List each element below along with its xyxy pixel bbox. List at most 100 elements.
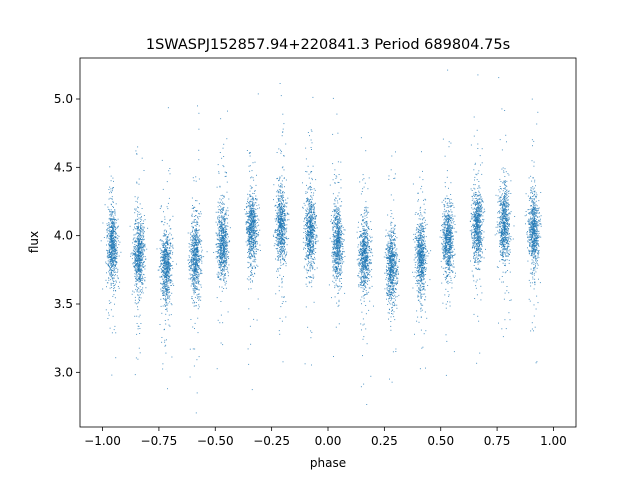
data-point	[193, 258, 194, 260]
data-point	[256, 174, 257, 176]
data-point	[163, 245, 165, 247]
data-point	[250, 223, 252, 225]
data-point	[226, 244, 228, 246]
data-point	[305, 235, 307, 237]
data-point	[171, 280, 173, 282]
data-point	[109, 254, 111, 256]
data-point	[203, 256, 205, 258]
data-point	[141, 258, 143, 260]
data-point	[222, 201, 224, 203]
data-point	[194, 236, 196, 238]
data-point	[192, 289, 194, 291]
data-point	[248, 363, 250, 365]
data-point	[278, 212, 280, 214]
data-point	[106, 229, 108, 231]
data-point	[167, 267, 169, 269]
data-point	[116, 281, 117, 283]
data-point	[278, 196, 280, 198]
data-point	[141, 275, 143, 277]
data-point	[287, 197, 289, 199]
data-point	[135, 357, 137, 359]
data-point	[218, 221, 220, 223]
data-point	[278, 241, 280, 243]
data-point	[223, 247, 225, 249]
data-point	[112, 263, 114, 265]
data-point	[195, 254, 197, 256]
data-point	[226, 262, 228, 263]
data-point	[170, 279, 172, 281]
data-point	[280, 229, 282, 231]
data-point	[276, 206, 278, 208]
data-point	[221, 257, 223, 259]
data-point	[135, 271, 137, 273]
data-point	[141, 157, 143, 159]
data-point	[217, 252, 219, 254]
data-point	[139, 289, 141, 291]
data-point	[170, 250, 172, 252]
data-point	[192, 259, 194, 261]
data-point	[279, 208, 281, 210]
data-point	[255, 184, 257, 186]
data-point	[117, 240, 119, 242]
data-point	[255, 216, 257, 218]
data-point	[167, 244, 169, 246]
data-point	[309, 240, 311, 242]
data-point	[218, 239, 220, 241]
data-point	[193, 245, 195, 246]
data-point	[112, 218, 114, 220]
data-point	[113, 248, 115, 250]
data-point	[188, 259, 190, 261]
data-point	[282, 128, 284, 130]
data-point	[221, 254, 223, 256]
data-point	[195, 244, 197, 246]
data-point	[283, 253, 285, 255]
data-point	[275, 248, 277, 249]
data-point	[192, 274, 194, 276]
data-point	[221, 258, 223, 260]
data-point	[201, 256, 203, 258]
data-point	[194, 221, 196, 223]
data-point	[173, 285, 175, 286]
data-point	[309, 216, 311, 218]
data-point	[219, 221, 221, 222]
data-point	[165, 266, 167, 268]
data-point	[253, 230, 255, 232]
data-point	[134, 253, 136, 255]
data-point	[284, 234, 286, 236]
data-point	[164, 229, 166, 231]
data-point	[196, 241, 198, 243]
data-point	[135, 249, 137, 251]
data-point	[116, 256, 118, 257]
data-point	[283, 232, 285, 234]
data-point	[222, 278, 224, 280]
data-point	[194, 279, 195, 281]
data-point	[224, 213, 226, 214]
data-point	[132, 252, 134, 254]
data-point	[314, 222, 316, 224]
data-point	[252, 242, 254, 244]
data-point	[224, 171, 226, 173]
data-point	[223, 275, 225, 277]
data-point	[167, 236, 169, 238]
data-point	[225, 277, 227, 279]
data-point	[163, 242, 165, 244]
data-point	[250, 207, 252, 209]
data-point	[198, 250, 200, 252]
data-point	[278, 216, 280, 218]
data-point	[285, 237, 287, 239]
data-point	[196, 259, 198, 261]
data-point	[253, 246, 255, 248]
data-point	[250, 253, 252, 255]
data-point	[160, 282, 161, 284]
data-point	[166, 262, 168, 263]
data-point	[219, 198, 221, 200]
data-point	[112, 246, 114, 248]
data-point	[218, 246, 220, 248]
data-point	[136, 248, 138, 250]
data-point	[136, 240, 138, 242]
data-point	[136, 272, 137, 274]
data-point	[251, 272, 253, 274]
data-point	[284, 223, 285, 225]
data-point	[255, 241, 257, 243]
data-point	[217, 249, 219, 251]
